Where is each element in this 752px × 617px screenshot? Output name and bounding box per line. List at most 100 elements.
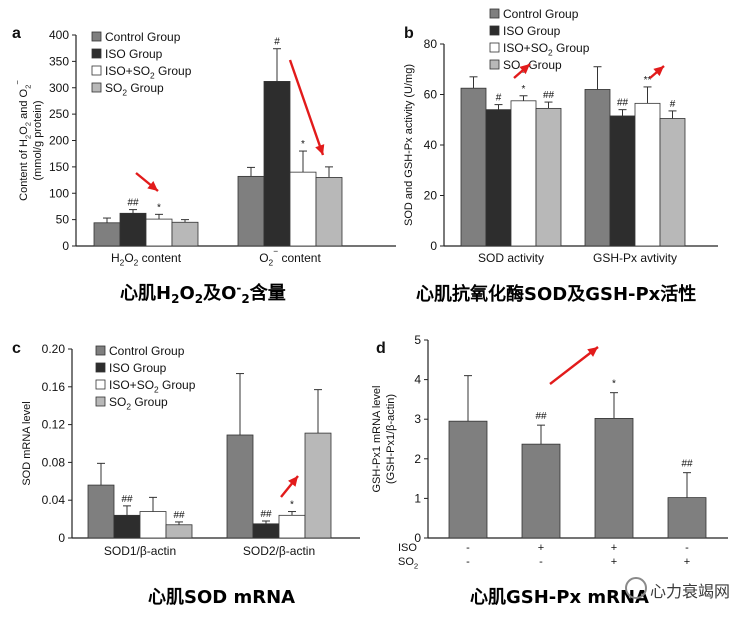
legend-swatch	[91, 65, 102, 76]
significance-mark: ##	[543, 90, 555, 101]
y-tick-label: 200	[49, 134, 69, 148]
x-category-label: O2−​ content	[259, 246, 321, 267]
row-label: ISO	[398, 542, 417, 554]
significance-mark: ##	[121, 494, 133, 505]
y-tick-label: 0	[430, 239, 437, 253]
y-tick-label: 0	[58, 531, 65, 545]
y-tick-label: 5	[414, 333, 421, 347]
bar	[93, 222, 121, 247]
bar	[226, 434, 254, 539]
y-tick-label: 3	[414, 412, 421, 426]
legend-swatch	[95, 379, 106, 390]
legend-entry: SO2​ Group	[109, 395, 168, 412]
watermark-logo-icon	[625, 577, 647, 599]
y-tick-label: 50	[56, 213, 70, 227]
legend-entry: SO2​ Group	[503, 58, 562, 75]
x-category-label: GSH-Px avtivity	[593, 251, 677, 265]
panel-label-b: b	[404, 25, 414, 42]
significance-mark: *	[157, 202, 161, 213]
bar	[165, 524, 193, 539]
y-axis-label: (mmol/g protein)	[32, 100, 44, 180]
y-tick-label: 100	[49, 186, 69, 200]
legend-entry: ISO Group	[109, 361, 167, 375]
y-tick-label: 2	[414, 452, 421, 466]
chart-panel-b: b 0 20 40 60 80 SOD and GSH-Px activity (U/mg)…	[403, 7, 718, 265]
bar	[87, 484, 115, 539]
y-tick-label: 0.12	[42, 418, 66, 432]
caption-b: 心肌抗氧化酶SOD及GSH-Px活性	[416, 284, 697, 305]
legend-entry: ISO+SO2​ Group	[105, 64, 192, 81]
legend-swatch	[91, 48, 102, 59]
red-arrow-head	[587, 347, 598, 357]
legend-entry: SO2​ Group	[105, 81, 164, 98]
red-arrow-head	[315, 144, 325, 155]
y-tick-label: 0	[414, 531, 421, 545]
panel-label-d: d	[376, 340, 386, 357]
legend-entry: ISO+SO2​ Group	[109, 378, 196, 395]
significance-mark: *	[612, 379, 616, 390]
bar	[304, 432, 332, 539]
legend-swatch	[489, 59, 500, 70]
bar	[119, 212, 147, 247]
bar	[252, 523, 280, 539]
legend-swatch	[489, 8, 500, 19]
bar	[521, 443, 561, 539]
y-axis-label: SOD mRNA level	[21, 401, 33, 485]
y-tick-label: 0.16	[42, 380, 66, 394]
x-category-label: SOD1/β-actin	[104, 544, 176, 558]
significance-mark: **	[644, 75, 652, 86]
red-arrow-line	[549, 346, 599, 385]
y-tick-label: 20	[424, 189, 438, 203]
y-tick-label: 0.08	[42, 455, 66, 469]
legend-swatch	[95, 396, 106, 407]
bar	[460, 87, 487, 247]
red-arrow-head	[147, 181, 158, 191]
bar	[584, 89, 611, 247]
significance-mark: ##	[535, 411, 547, 422]
y-tick-label: 250	[49, 107, 69, 121]
significance-mark: *	[290, 500, 294, 511]
legend-entry: ISO Group	[503, 24, 561, 38]
bar	[171, 221, 199, 247]
y-tick-label: 80	[424, 37, 438, 51]
legend-swatch	[489, 42, 500, 53]
red-arrow-head	[288, 476, 298, 487]
row-symbol: -	[685, 542, 689, 554]
y-tick-label: 400	[49, 28, 69, 42]
legend-entry: Control Group	[105, 30, 181, 44]
bar	[263, 81, 291, 247]
row-symbol: -	[466, 542, 470, 554]
chart-panel-c: c 0 0.04 0.08 0.12 0.16 0.20 SOD mRNA level ## ##…	[12, 340, 360, 558]
significance-mark: #	[496, 93, 502, 104]
y-tick-label: 350	[49, 54, 69, 68]
x-category-label: SOD activity	[478, 251, 544, 265]
significance-mark: #	[670, 99, 676, 110]
y-axis-label: (GSH-Px1/β-actin)	[385, 394, 397, 484]
bar	[448, 420, 488, 539]
bar	[278, 514, 306, 539]
caption-a: 心肌H2O2及O-2含量	[120, 281, 286, 306]
y-tick-label: 300	[49, 81, 69, 95]
legend-swatch	[95, 362, 106, 373]
bar	[237, 175, 265, 247]
y-axis-label: Content of H2O2​ and O2−​	[13, 80, 32, 201]
legend-swatch	[489, 25, 500, 36]
bar	[609, 115, 636, 247]
bar	[139, 511, 167, 539]
y-tick-label: 0.04	[42, 493, 66, 507]
legend-entry: Control Group	[503, 7, 579, 21]
watermark: 心力衰竭网	[650, 582, 731, 601]
y-tick-label: 1	[414, 491, 421, 505]
y-axis-label: GSH-Px1 mRNA level	[371, 386, 383, 493]
significance-mark: ##	[617, 98, 629, 109]
bar	[634, 102, 661, 247]
panel-label-c: c	[12, 340, 21, 357]
legend-entry: ISO+SO2​ Group	[503, 41, 590, 58]
row-symbol: +	[538, 542, 544, 554]
panel-label-a: a	[12, 25, 21, 42]
row-label: SO2​	[398, 556, 418, 570]
caption-d: 心肌GSH-Px mRNA	[470, 587, 649, 608]
y-tick-label: 40	[424, 138, 438, 152]
bar	[594, 418, 634, 539]
y-tick-label: 4	[414, 373, 421, 387]
